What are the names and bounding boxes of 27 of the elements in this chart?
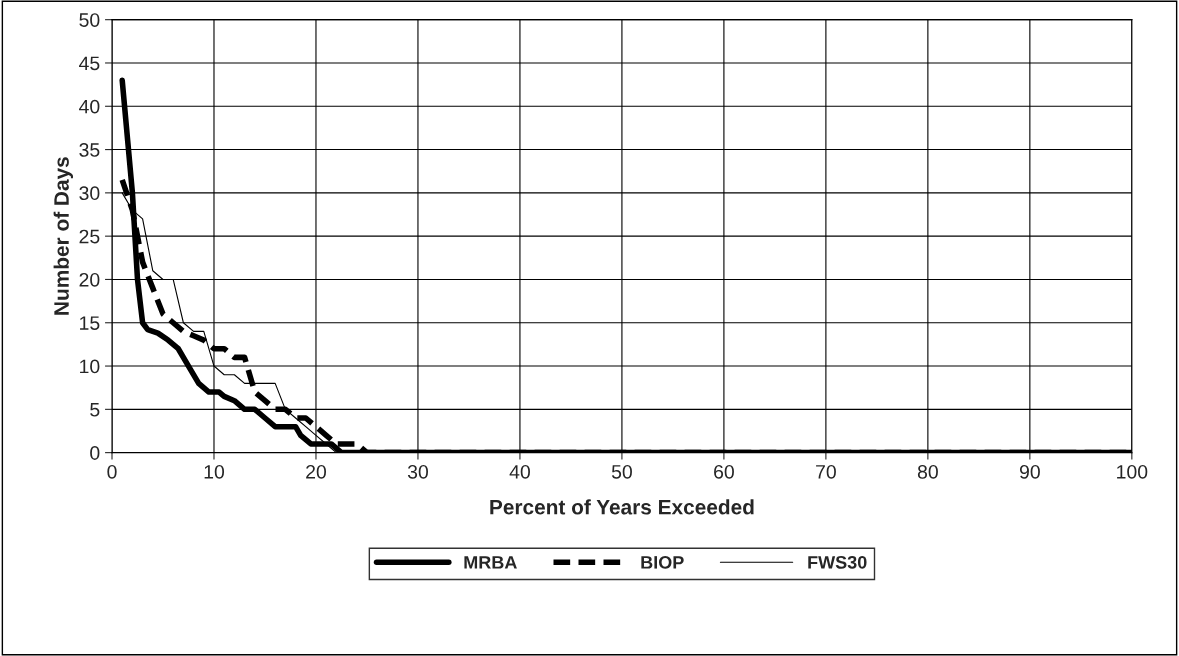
y-tick-label: 5 [90, 403, 100, 417]
legend-label: MRBA [464, 556, 517, 569]
y-tick-label: 40 [79, 99, 100, 114]
y-tick-label: 15 [80, 316, 100, 330]
x-tick-label: 100 [1117, 464, 1148, 479]
y-tick-label: 30 [79, 186, 100, 201]
x-tick-label: 90 [1019, 464, 1040, 479]
y-tick-label: 25 [79, 229, 100, 244]
y-tick-label: 0 [90, 446, 100, 460]
legend-label: FWS30 [808, 555, 867, 569]
y-tick-label: 35 [79, 143, 100, 157]
x-tick-label: 40 [509, 464, 530, 479]
x-tick-label: 0 [107, 464, 117, 479]
legend-label: BIOP [641, 555, 684, 569]
y-tick-label: 45 [79, 56, 100, 71]
y-tick-label: 50 [79, 13, 100, 27]
x-tick-label: 60 [714, 464, 734, 479]
x-tick-label: 80 [917, 464, 938, 479]
y-axis-title: Number of Days [53, 157, 74, 315]
y-tick-label: 10 [80, 359, 100, 374]
x-axis-title: Percent of Years Exceeded [490, 499, 754, 515]
x-tick-label: 50 [611, 464, 632, 479]
x-tick-label: 10 [204, 464, 225, 479]
y-tick-label: 20 [79, 272, 100, 287]
x-tick-label: 20 [306, 464, 327, 479]
x-tick-label: 30 [407, 464, 429, 479]
x-tick-label: 70 [816, 464, 836, 479]
